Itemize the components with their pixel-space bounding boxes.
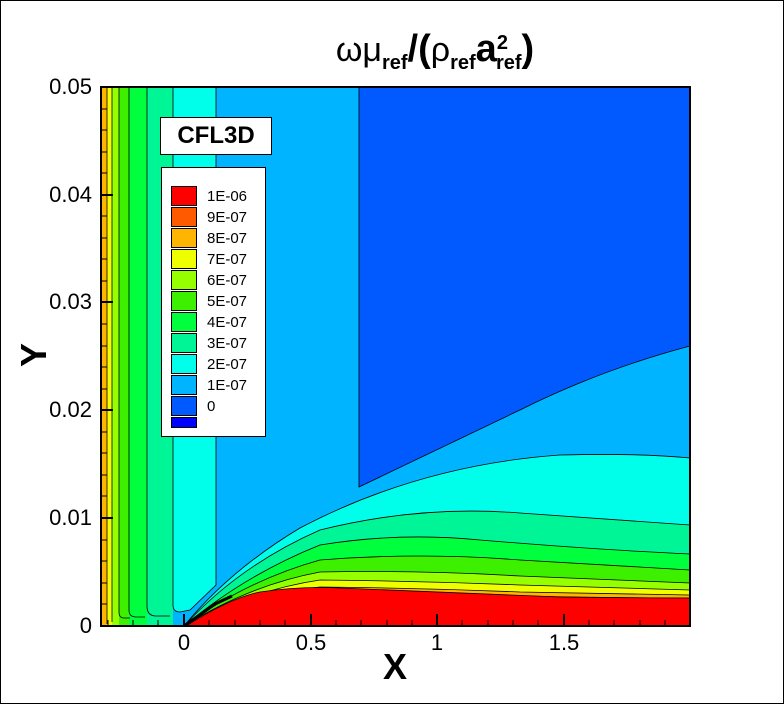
title-slash: /( — [407, 28, 431, 70]
legend-item: 2E-07 — [171, 354, 261, 375]
legend-label: 8E-07 — [207, 230, 248, 247]
legend-item: 3E-07 — [171, 333, 261, 354]
x-axis-ticks — [183, 614, 565, 626]
y-tick-label: 0.05 — [49, 74, 92, 99]
legend-swatch — [171, 228, 197, 248]
y-axis-ticks — [101, 194, 113, 519]
chart-title: ωμref/(ρrefa2ref) — [300, 28, 570, 75]
y-tick-label: 0.01 — [49, 505, 92, 530]
legend-label: 0 — [207, 398, 216, 415]
legend-item: 9E-07 — [171, 207, 261, 228]
legend-swatch — [171, 312, 197, 332]
legend-swatch — [171, 396, 197, 416]
title-rho: ρ — [430, 31, 451, 69]
legend-item: 4E-07 — [171, 312, 261, 333]
x-tick-label: 0 — [177, 630, 191, 655]
contour-legend: 1E-06 9E-07 8E-07 7E-07 6E-07 5E-07 4E-0… — [161, 167, 266, 437]
y-tick-label: 0 — [79, 613, 92, 638]
legend-swatch — [171, 291, 197, 311]
legend-swatch — [171, 375, 197, 395]
title-a: a — [475, 28, 497, 70]
y-tick-label: 0.02 — [49, 397, 92, 422]
legend-label: 3E-07 — [207, 335, 248, 352]
legend-label: 9E-07 — [207, 209, 248, 226]
legend-swatch — [171, 270, 197, 290]
legend-label: 1E-06 — [207, 188, 248, 205]
legend-label: 7E-07 — [207, 251, 248, 268]
title-sub: ref — [381, 51, 408, 74]
legend-item: 6E-07 — [171, 270, 261, 291]
legend-swatch — [171, 249, 197, 269]
legend-item: 1E-06 — [171, 186, 261, 207]
legend-swatch — [171, 333, 197, 353]
legend-label: 4E-07 — [207, 314, 248, 331]
legend-swatch — [171, 207, 197, 227]
legend-item — [171, 408, 261, 428]
legend-item: 0 — [171, 396, 261, 417]
x-tick-label: 0.5 — [295, 630, 327, 655]
legend-label: 5E-07 — [207, 293, 248, 310]
x-axis-label: X — [383, 646, 408, 687]
legend-label: 1E-07 — [207, 377, 248, 394]
plot-border — [100, 86, 691, 627]
title-omega: ω — [335, 31, 363, 69]
title-sub: ref — [495, 51, 522, 74]
y-axis-label: Y — [13, 342, 55, 368]
x-tick-label: 1 — [430, 630, 444, 655]
legend-item: 1E-07 — [171, 375, 261, 396]
title-close: ) — [521, 28, 535, 70]
title-sup: 2 — [496, 31, 508, 54]
legend-swatch — [171, 186, 197, 206]
y-tick-label: 0.03 — [49, 289, 92, 314]
y-tick-label: 0.04 — [49, 182, 92, 207]
title-mu: μ — [362, 31, 382, 69]
title-sub: ref — [450, 51, 476, 74]
legend-label: 6E-07 — [207, 272, 248, 289]
legend-item: 5E-07 — [171, 291, 261, 312]
cfl3d-annotation: CFL3D — [160, 117, 272, 155]
legend-swatch — [171, 354, 197, 374]
legend-swatch — [171, 417, 197, 428]
legend-item: 7E-07 — [171, 249, 261, 270]
legend-label: 2E-07 — [207, 356, 248, 373]
legend-item: 8E-07 — [171, 228, 261, 249]
x-tick-label: 1.5 — [548, 630, 580, 655]
